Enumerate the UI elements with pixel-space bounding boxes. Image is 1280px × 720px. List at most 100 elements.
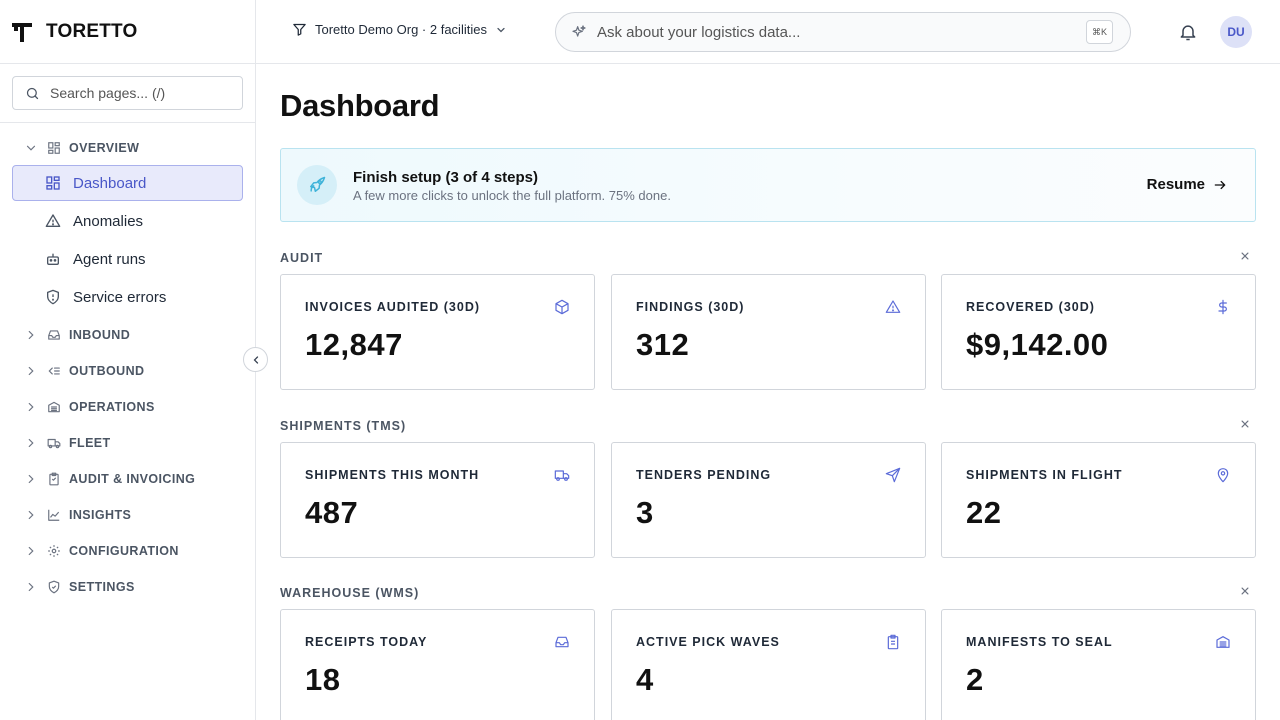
chevron-right-icon <box>28 366 34 376</box>
kpi-value: 2 <box>966 662 984 697</box>
kpi-card-recovered[interactable]: RECOVERED (30D) $9,142.00 <box>941 274 1256 390</box>
section-label: INSIGHTS <box>69 508 132 522</box>
truck-icon <box>554 470 570 481</box>
chevron-right-icon <box>28 510 34 520</box>
section-label: OUTBOUND <box>69 364 145 378</box>
kpi-value: 3 <box>636 495 654 530</box>
shield-check-icon <box>48 580 60 594</box>
section-label: CONFIGURATION <box>69 544 179 558</box>
brand[interactable]: TORETTO <box>0 0 255 64</box>
chevron-right-icon <box>28 402 34 412</box>
group-label: WAREHOUSE (WMS) <box>280 586 420 600</box>
section-label: SETTINGS <box>69 580 135 594</box>
kpi-label: FINDINGS (30D) <box>636 300 745 314</box>
kpi-label: TENDERS PENDING <box>636 468 772 482</box>
filter-icon <box>293 23 306 36</box>
kpi-value: 22 <box>966 495 1002 530</box>
section-inbound[interactable]: INBOUND <box>0 317 255 353</box>
sidebar-item-label: Agent runs <box>73 250 146 268</box>
ask-ai-placeholder: Ask about your logistics data... <box>597 23 801 41</box>
dashboard-icon <box>48 142 60 154</box>
sidebar-item-service-errors[interactable]: Service errors <box>12 279 243 315</box>
sidebar-item-dashboard[interactable]: Dashboard <box>12 165 243 201</box>
section-settings[interactable]: SETTINGS <box>0 569 255 605</box>
kpi-card-shipments-this-month[interactable]: SHIPMENTS THIS MONTH 487 <box>280 442 595 558</box>
setup-banner-subtitle: A few more clicks to unlock the full pla… <box>353 188 671 203</box>
gear-icon <box>48 545 60 557</box>
outbound-icon <box>48 367 60 375</box>
close-icon[interactable] <box>1238 249 1252 263</box>
group-label: SHIPMENTS (TMS) <box>280 419 407 433</box>
kpi-label: INVOICES AUDITED (30D) <box>305 300 481 314</box>
kpi-card-manifests-to-seal[interactable]: MANIFESTS TO SEAL 2 <box>941 609 1256 720</box>
section-label: OVERVIEW <box>69 141 140 155</box>
close-icon[interactable] <box>1238 584 1252 598</box>
chevron-right-icon <box>28 438 34 448</box>
kpi-value: $9,142.00 <box>966 327 1109 362</box>
section-label: FLEET <box>69 436 111 450</box>
notifications-button[interactable] <box>1178 22 1198 42</box>
page-title: Dashboard <box>280 88 440 123</box>
section-outbound[interactable]: OUTBOUND <box>0 353 255 389</box>
bell-icon <box>1180 25 1196 41</box>
setup-banner[interactable]: Finish setup (3 of 4 steps) A few more c… <box>280 148 1256 222</box>
group-label: AUDIT <box>280 251 324 265</box>
brand-name: TORETTO <box>46 20 138 42</box>
org-selector-label: Toretto Demo Org · 2 facilities <box>315 22 487 37</box>
group-header-warehouse: WAREHOUSE (WMS) <box>280 584 1256 602</box>
truck-icon <box>47 438 61 449</box>
sidebar-search-input[interactable]: Search pages... (/) <box>12 76 243 110</box>
group-header-audit: AUDIT <box>280 249 1256 267</box>
org-selector[interactable]: Toretto Demo Org · 2 facilities <box>292 22 507 37</box>
section-label: INBOUND <box>69 328 131 342</box>
toretto-logo-icon <box>12 22 32 42</box>
collapse-sidebar-button[interactable] <box>243 347 268 372</box>
clipboard-icon <box>49 472 59 486</box>
kpi-label: SHIPMENTS IN FLIGHT <box>966 468 1123 482</box>
sidebar-item-label: Service errors <box>73 288 167 306</box>
kpi-card-invoices-audited[interactable]: INVOICES AUDITED (30D) 12,847 <box>280 274 595 390</box>
kpi-card-findings[interactable]: FINDINGS (30D) 312 <box>611 274 926 390</box>
chevron-right-icon <box>28 582 34 592</box>
sidebar-search-placeholder: Search pages... (/) <box>50 85 166 101</box>
kpi-card-shipments-in-flight[interactable]: SHIPMENTS IN FLIGHT 22 <box>941 442 1256 558</box>
warehouse-icon <box>48 401 60 413</box>
shortcut-badge: ⌘K <box>1086 20 1113 44</box>
chevron-down-icon <box>497 27 505 32</box>
box-icon <box>555 299 569 315</box>
setup-banner-title: Finish setup (3 of 4 steps) <box>353 169 539 186</box>
sidebar: TORETTO Search pages... (/) OVERVIEW Das… <box>0 0 256 720</box>
chevron-down-icon <box>26 145 36 151</box>
kpi-value: 18 <box>305 662 341 697</box>
avatar[interactable]: DU <box>1220 16 1252 48</box>
dashboard-icon <box>46 176 60 190</box>
search-icon <box>26 87 39 99</box>
section-insights[interactable]: INSIGHTS <box>0 497 255 533</box>
sidebar-item-anomalies[interactable]: Anomalies <box>12 203 243 239</box>
kpi-card-active-pick-waves[interactable]: ACTIVE PICK WAVES 4 <box>611 609 926 720</box>
section-fleet[interactable]: FLEET <box>0 425 255 461</box>
shield-alert-icon <box>47 289 59 305</box>
sidebar-item-agent-runs[interactable]: Agent runs <box>12 241 243 277</box>
kpi-card-tenders-pending[interactable]: TENDERS PENDING 3 <box>611 442 926 558</box>
resume-button[interactable]: Resume <box>1147 176 1227 193</box>
chart-icon <box>48 509 60 521</box>
warning-icon <box>885 300 901 313</box>
kpi-value: 312 <box>636 327 690 362</box>
clipboard-icon <box>887 634 899 650</box>
kpi-label: SHIPMENTS THIS MONTH <box>305 468 480 482</box>
chevron-right-icon <box>28 546 34 556</box>
warehouse-icon <box>1216 636 1230 648</box>
section-audit-invoicing[interactable]: AUDIT & INVOICING <box>0 461 255 497</box>
inbox-icon <box>555 636 569 648</box>
ask-ai-input[interactable]: Ask about your logistics data... ⌘K <box>555 12 1131 52</box>
chevron-left-icon <box>253 355 258 364</box>
send-icon <box>885 467 901 483</box>
section-label: AUDIT & INVOICING <box>69 472 196 486</box>
kpi-card-receipts-today[interactable]: RECEIPTS TODAY 18 <box>280 609 595 720</box>
section-overview[interactable]: OVERVIEW <box>0 135 255 161</box>
close-icon[interactable] <box>1238 417 1252 431</box>
sidebar-item-label: Anomalies <box>73 212 144 230</box>
section-operations[interactable]: OPERATIONS <box>0 389 255 425</box>
section-configuration[interactable]: CONFIGURATION <box>0 533 255 569</box>
